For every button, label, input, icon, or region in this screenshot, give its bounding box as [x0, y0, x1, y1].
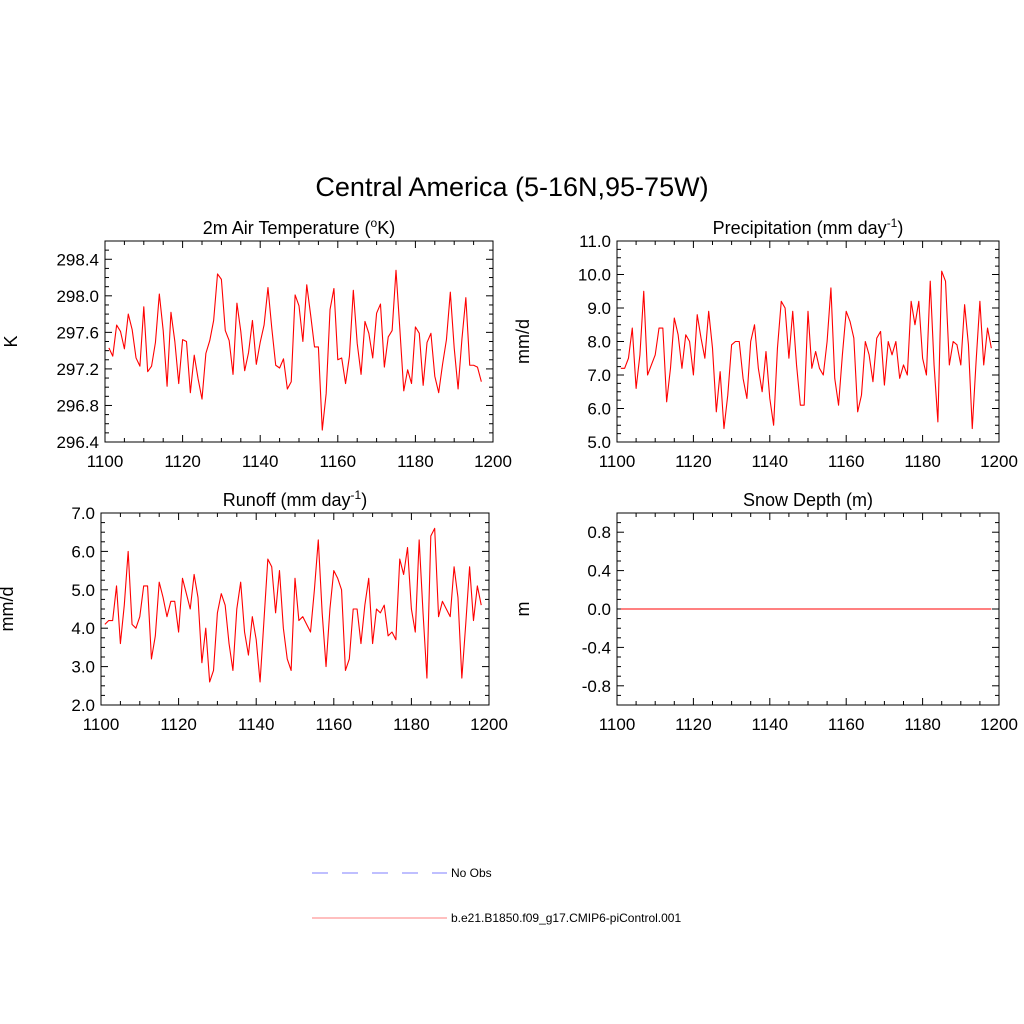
series-line-1: [108, 269, 482, 431]
y-tick-label: 0.4: [587, 562, 611, 581]
y-tick-label: -0.8: [582, 677, 611, 696]
x-tick-label: 1100: [83, 715, 120, 734]
x-tick-label: 1120: [675, 715, 712, 734]
x-tick-label: 1180: [904, 452, 941, 471]
plot-frame: [104, 240, 494, 443]
x-tick-label: 1100: [599, 452, 636, 471]
panel-title-superscript: o: [371, 216, 378, 230]
y-tick-label: 296.8: [56, 396, 99, 415]
x-tick-label: 1180: [393, 715, 430, 734]
y-axis-label: mm/d: [513, 319, 533, 364]
chart-panel-4: Snow Depth (m) 1100 1120 1140 1160 1180 1200 -0…: [513, 490, 1018, 734]
y-axis-label: mm/d: [0, 587, 17, 632]
y-tick-label: -0.4: [582, 638, 611, 657]
x-tick-label: 1200: [470, 715, 508, 734]
y-tick-label: 10.0: [578, 266, 611, 285]
panel-title: 2m Air Temperature (oK): [203, 216, 395, 238]
chart-panel-1: 2m Air Temperature (oK) 1100 1120 1140 1160 1…: [1, 216, 512, 471]
panel-title-text: 2m Air Temperature (: [203, 218, 371, 238]
y-tick-label: 298.0: [56, 287, 99, 306]
y-tick-label: 6.0: [71, 542, 95, 561]
y-tick-label: 2.0: [71, 696, 95, 715]
panel-title-suffix: ): [361, 490, 367, 510]
y-axis-label: m: [513, 602, 533, 617]
panel-title-suffix: ): [897, 218, 903, 238]
x-tick-label: 1100: [87, 452, 124, 471]
panels: 2m Air Temperature (oK)1100 1120 1140 1160 1…: [0, 216, 1018, 734]
panel-title: Runoff (mm day-1): [223, 488, 367, 510]
panel-title: Precipitation (mm day-1): [713, 216, 904, 238]
y-tick-label: 0.0: [587, 600, 611, 619]
x-tick-label: 1140: [238, 715, 275, 734]
y-tick-label: 297.2: [56, 360, 99, 379]
chart-panel-2: Precipitation (mm day-1) 1100 1120 1140 1160…: [513, 216, 1018, 471]
panel-title-text: Precipitation (mm day: [713, 218, 887, 238]
x-tick-label: 1200: [980, 715, 1018, 734]
x-tick-label: 1140: [242, 452, 279, 471]
series-line-1: [104, 527, 482, 683]
x-tick-label: 1120: [675, 452, 712, 471]
x-tick-label: 1120: [164, 452, 201, 471]
x-tick-label: 1160: [828, 715, 865, 734]
panel-title-suffix: K): [377, 218, 395, 238]
y-tick-label: 11.0: [579, 232, 611, 251]
y-tick-label: 8.0: [587, 333, 611, 352]
x-tick-label: 1200: [474, 452, 512, 471]
y-tick-label: 298.4: [56, 250, 99, 269]
y-tick-label: 5.0: [587, 433, 611, 452]
chart-panel-3: Runoff (mm day-1) 1100 1120 1140 1160 1180 120…: [0, 488, 508, 734]
panel-title-superscript: -1: [351, 488, 362, 502]
y-tick-label: 296.4: [56, 433, 99, 452]
y-tick-label: 5.0: [71, 581, 95, 600]
y-tick-label: 0.8: [587, 523, 611, 542]
legend-obs-label: No Obs: [451, 866, 492, 880]
panel-title-text: Runoff (mm day: [223, 490, 351, 510]
y-tick-label: 7.0: [587, 366, 611, 385]
x-tick-label: 1140: [752, 452, 789, 471]
x-tick-label: 1160: [828, 452, 865, 471]
y-axis-label: K: [1, 335, 21, 347]
y-tick-label: 7.0: [71, 504, 95, 523]
y-tick-label: 4.0: [71, 619, 95, 638]
x-tick-label: 1120: [160, 715, 197, 734]
y-tick-label: 6.0: [587, 400, 611, 419]
legend: No Obs b.e21.B1850.f09_g17.CMIP6-piContr…: [312, 866, 681, 925]
y-tick-label: 9.0: [587, 299, 611, 318]
x-tick-label: 1140: [752, 715, 789, 734]
panel-title: Snow Depth (m): [743, 490, 873, 510]
panel-title-superscript: -1: [887, 216, 898, 230]
series-line-1: [620, 270, 992, 430]
panel-title-text: Snow Depth (m): [743, 490, 873, 510]
x-tick-label: 1160: [320, 452, 357, 471]
y-tick-label: 3.0: [71, 658, 95, 677]
x-tick-label: 1180: [904, 715, 941, 734]
y-tick-label: 297.6: [56, 323, 99, 342]
x-tick-label: 1160: [316, 715, 353, 734]
x-tick-label: 1200: [980, 452, 1018, 471]
legend-model-label: b.e21.B1850.f09_g17.CMIP6-piControl.001: [451, 911, 681, 925]
x-tick-label: 1100: [599, 715, 636, 734]
x-tick-label: 1180: [397, 452, 434, 471]
figure-title: Central America (5-16N,95-75W): [315, 172, 708, 202]
